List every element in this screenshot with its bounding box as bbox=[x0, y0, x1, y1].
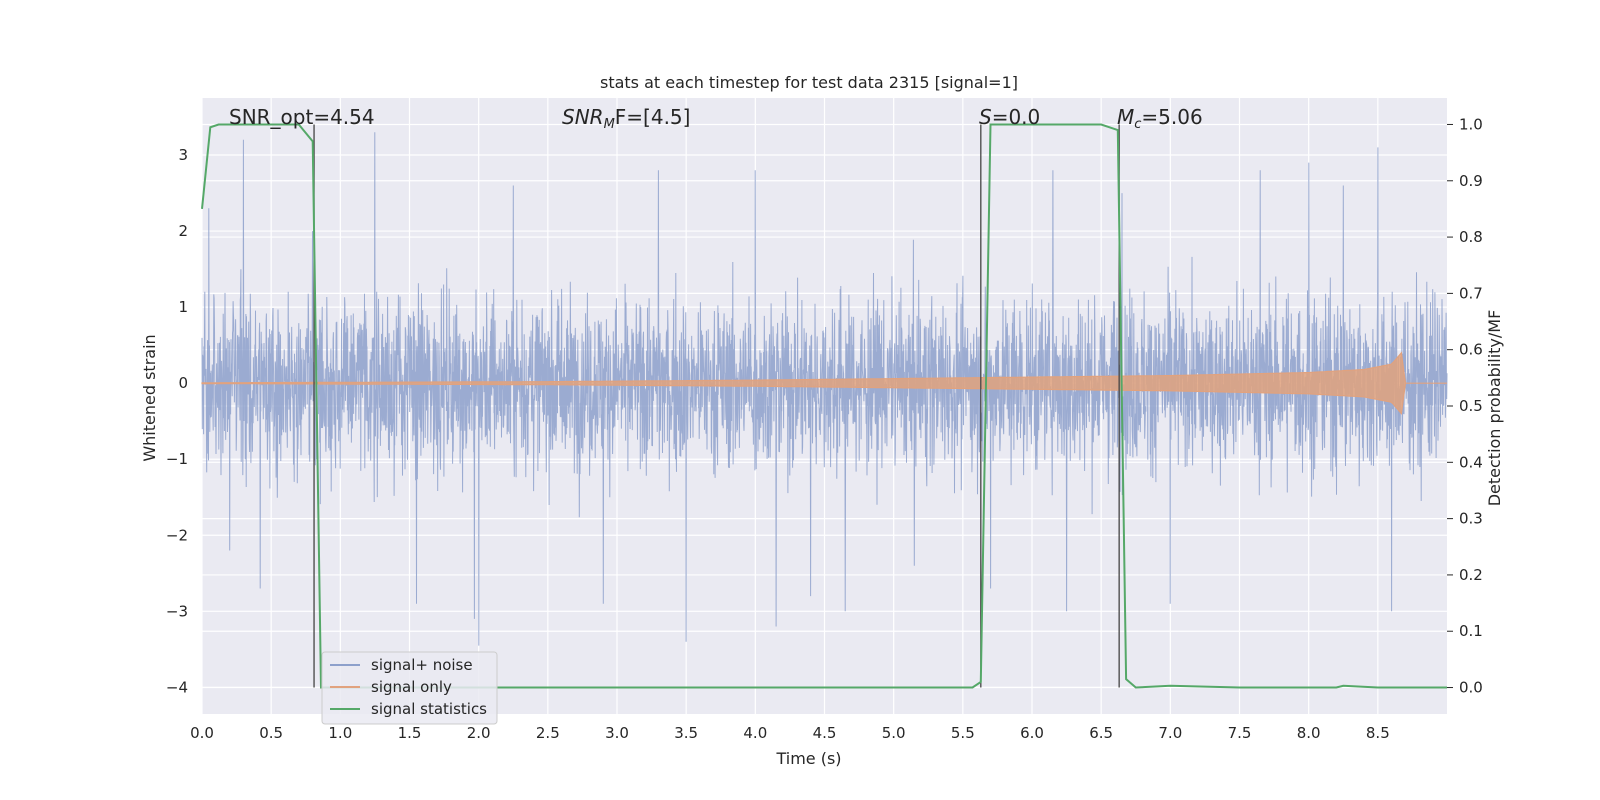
y-tick-label: 2 bbox=[178, 222, 188, 240]
y2-tick-label: 0.6 bbox=[1459, 341, 1483, 359]
annotation-snr-mf-value: F=[4.5] bbox=[615, 105, 691, 129]
x-tick-label: 3.5 bbox=[674, 724, 698, 742]
y-tick-label: −1 bbox=[166, 450, 188, 468]
x-axis-label: Time (s) bbox=[775, 749, 841, 768]
y-tick-label: 1 bbox=[178, 298, 188, 316]
x-tick-label: 2.5 bbox=[536, 724, 560, 742]
annotation-s-symbol: S bbox=[979, 105, 992, 129]
x-tick-label: 1.0 bbox=[328, 724, 352, 742]
y2-tick-label: 0.8 bbox=[1459, 228, 1483, 246]
y2-tick-label: 0.0 bbox=[1459, 679, 1483, 697]
y2-tick-label: 0.7 bbox=[1459, 284, 1483, 302]
x-tick-label: 7.0 bbox=[1158, 724, 1182, 742]
x-tick-label: 3.0 bbox=[605, 724, 629, 742]
y-axis-ticks: −4 −3 −2 −1 0 1 2 3 bbox=[166, 146, 188, 696]
y2-tick-label: 0.3 bbox=[1459, 510, 1483, 528]
series-signal-noise bbox=[201, 132, 1448, 646]
legend-entry-signal-noise: signal+ noise bbox=[371, 656, 473, 674]
chart-title: stats at each timestep for test data 231… bbox=[600, 73, 1018, 92]
x-tick-label: 6.5 bbox=[1089, 724, 1113, 742]
x-axis-ticks: 0.0 0.5 1.0 1.5 2.0 2.5 3.0 3.5 4.0 4.5 5.0 5.5 6.0 6… bbox=[190, 724, 1390, 742]
x-tick-label: 2.0 bbox=[467, 724, 491, 742]
y-tick-label: 0 bbox=[178, 374, 188, 392]
y2-tick-label: 0.5 bbox=[1459, 397, 1483, 415]
annotation-mc: Mc=5.06 bbox=[1117, 105, 1203, 132]
annotation-s-value: =0.0 bbox=[992, 105, 1041, 129]
y2-tick-label: 1.0 bbox=[1459, 115, 1483, 133]
y-tick-label: −2 bbox=[166, 526, 188, 544]
x-tick-label: 0.0 bbox=[190, 724, 214, 742]
x-tick-label: 6.0 bbox=[1020, 724, 1044, 742]
y2-axis-label: Detection probability/MF bbox=[1485, 310, 1504, 507]
signal-only-envelope bbox=[201, 351, 1447, 415]
x-tick-label: 7.5 bbox=[1228, 724, 1252, 742]
x-tick-label: 0.5 bbox=[259, 724, 283, 742]
y2-tick-label: 0.2 bbox=[1459, 566, 1483, 584]
series-signal-only bbox=[201, 351, 1447, 415]
legend-entry-signal-statistics: signal statistics bbox=[371, 700, 487, 718]
annotation-snr-opt: SNR_opt=4.54 bbox=[229, 105, 375, 129]
x-tick-label: 1.5 bbox=[398, 724, 422, 742]
signal-statistics-line bbox=[201, 123, 1447, 689]
legend-entry-signal-only: signal only bbox=[371, 678, 452, 696]
y-tick-label: 3 bbox=[178, 146, 188, 164]
y2-tick-label: 0.9 bbox=[1459, 172, 1483, 190]
y2-axis-ticks: 0.0 0.1 0.2 0.3 0.4 0.5 0.6 0.7 0.8 0.9 1.0 bbox=[1447, 115, 1483, 697]
x-tick-label: 8.5 bbox=[1366, 724, 1390, 742]
x-tick-label: 8.0 bbox=[1297, 724, 1321, 742]
y-axis-label: Whitened strain bbox=[140, 334, 159, 461]
annotation-snr-mf-sub: M bbox=[604, 117, 615, 132]
annotation-mc-sub: c bbox=[1134, 117, 1141, 132]
annotation-mc-symbol: M bbox=[1117, 105, 1134, 129]
y2-tick-label: 0.1 bbox=[1459, 622, 1483, 640]
y-tick-label: −3 bbox=[166, 602, 188, 620]
y-tick-label: −4 bbox=[166, 678, 188, 696]
annotation-snr-mf-symbol: SNR bbox=[562, 105, 604, 129]
x-tick-label: 5.5 bbox=[951, 724, 975, 742]
annotation-snr-mf: SNRMF=[4.5] bbox=[562, 105, 690, 132]
series-signal-statistics bbox=[201, 123, 1447, 689]
x-tick-label: 4.0 bbox=[743, 724, 767, 742]
x-tick-label: 5.0 bbox=[882, 724, 906, 742]
signal-noise-line bbox=[201, 132, 1448, 646]
legend: signal+ noise signal only signal statist… bbox=[321, 651, 498, 725]
annotation-s: S=0.0 bbox=[979, 105, 1040, 129]
y2-tick-label: 0.4 bbox=[1459, 453, 1483, 471]
annotation-mc-value: =5.06 bbox=[1141, 105, 1202, 129]
x-tick-label: 4.5 bbox=[813, 724, 837, 742]
